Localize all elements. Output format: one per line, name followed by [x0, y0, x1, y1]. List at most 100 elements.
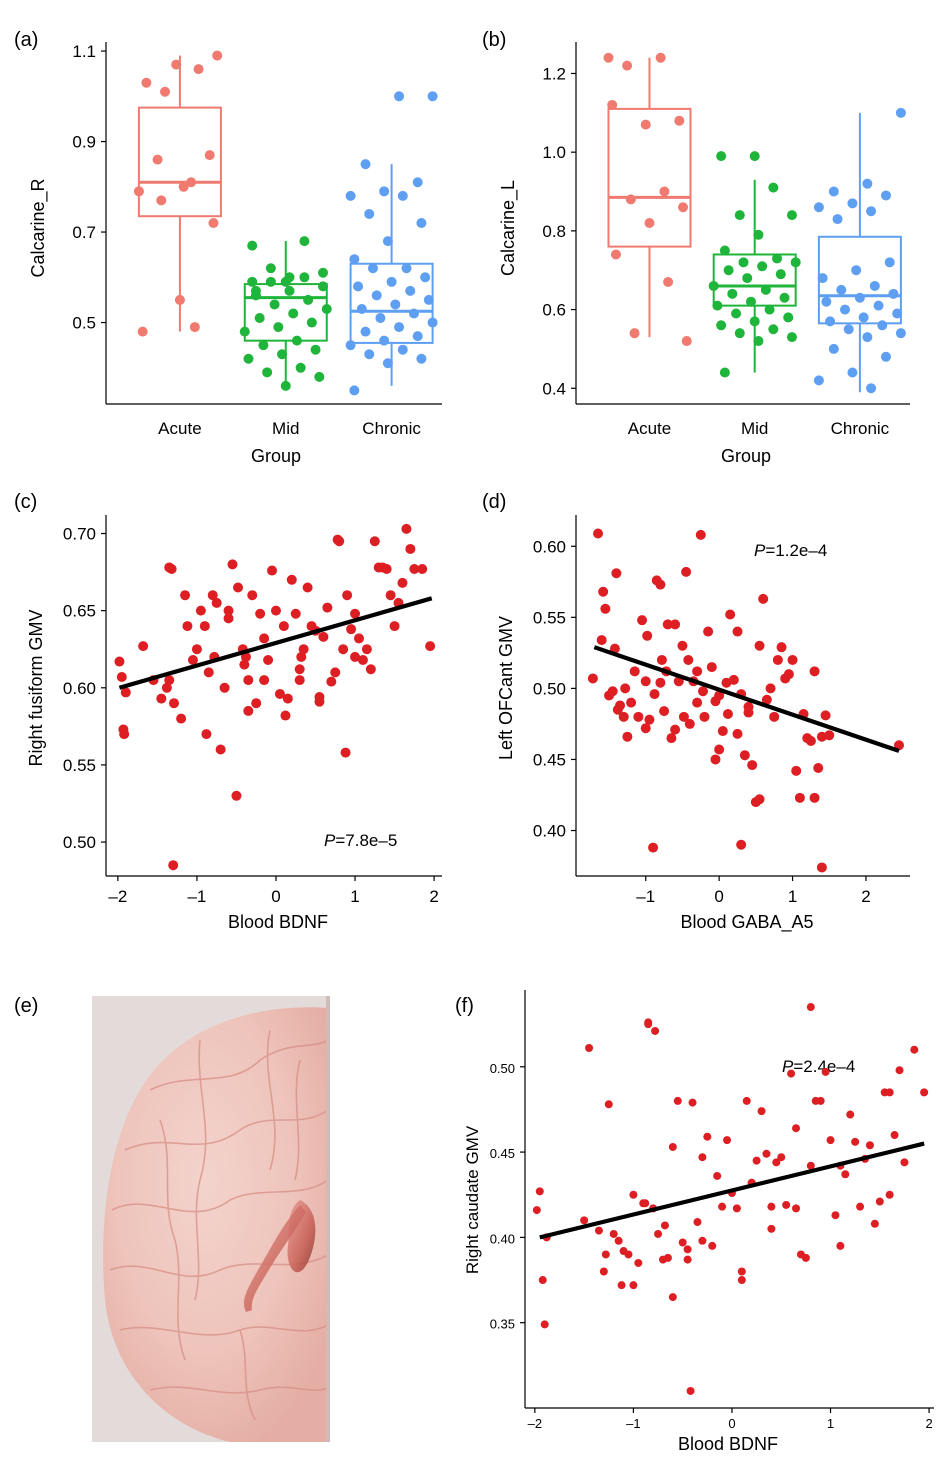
box-data-point — [397, 190, 408, 201]
scatter-point — [350, 651, 361, 662]
box-data-point — [303, 294, 314, 305]
scatter-point — [670, 724, 681, 735]
scatter-point — [611, 568, 622, 579]
scatter-point — [895, 1066, 904, 1075]
scatter-point — [692, 666, 703, 677]
regression-line — [539, 1141, 925, 1240]
scatter-point — [629, 666, 640, 677]
scatter-point — [259, 675, 270, 686]
y-tick-label: 1.2 — [542, 64, 566, 83]
x-tick-label: 0 — [714, 887, 723, 906]
box-data-point — [753, 336, 764, 347]
scatter-point — [713, 1171, 722, 1180]
box-data-point — [610, 249, 621, 260]
scatter-point — [350, 608, 361, 619]
box-data-point — [247, 276, 258, 287]
y-tick-label: 0.60 — [533, 537, 566, 556]
scatter-point — [624, 1250, 633, 1259]
scatter-point — [703, 626, 714, 637]
scatter-point — [732, 626, 743, 637]
box-data-point — [839, 304, 850, 315]
scatter-point — [806, 1003, 815, 1012]
y-axis-label: Right fusiform GMV — [26, 609, 46, 766]
x-tick-label: –2 — [528, 1416, 542, 1431]
y-tick-label: 0.8 — [542, 222, 566, 241]
scatter-point — [693, 1218, 702, 1227]
box-data-point — [716, 320, 727, 331]
scatter-point — [722, 708, 733, 719]
box-data-point — [862, 332, 873, 343]
scatter-point — [717, 726, 728, 737]
box-data-point — [716, 151, 727, 162]
y-tick-label: 0.35 — [490, 1317, 515, 1332]
y-axis-label: Right caudate GMV — [463, 1125, 482, 1274]
scatter-point — [227, 559, 238, 570]
scatter-point — [168, 860, 179, 871]
scatter-point — [187, 655, 198, 666]
scatter-point — [761, 694, 772, 705]
scatter-point — [728, 674, 739, 685]
scatter-point — [409, 563, 420, 574]
box-data-point — [772, 253, 783, 264]
y-axis-label: Calcarine_L — [498, 180, 519, 276]
scatter-point — [683, 1245, 692, 1254]
scatter-point — [813, 762, 824, 773]
scatter-point — [156, 693, 167, 704]
y-tick-label: 0.55 — [533, 608, 566, 627]
scatter-point — [182, 621, 193, 632]
y-tick-label: 1.1 — [72, 42, 96, 61]
scatter-point — [119, 729, 130, 740]
y-tick-label: 0.50 — [63, 833, 96, 852]
box-data-point — [371, 290, 382, 301]
scatter-point — [737, 1276, 746, 1285]
scatter-point — [223, 605, 234, 616]
y-tick-label: 0.6 — [542, 301, 566, 320]
scatter-point — [765, 683, 776, 694]
scatter-point — [215, 744, 226, 755]
box-data-point — [734, 210, 745, 221]
scatter-point — [401, 523, 412, 534]
scatter-point — [644, 714, 655, 725]
box-data-point — [828, 186, 839, 197]
scatter-point — [723, 1136, 732, 1145]
scatter-point — [330, 667, 341, 678]
scatter-point — [758, 593, 769, 604]
box-data-point — [412, 331, 423, 342]
scatter-point — [851, 1137, 860, 1146]
scatter-point — [732, 728, 743, 739]
box-data-point — [847, 367, 858, 378]
scatter-point — [893, 740, 904, 751]
scatter-point — [598, 586, 609, 597]
scatter-point — [223, 613, 234, 624]
scatter-point — [754, 640, 765, 651]
brain-render-icon — [92, 996, 330, 1442]
scatter-point — [633, 711, 644, 722]
y-tick-label: 0.50 — [533, 679, 566, 698]
scatter-point — [334, 536, 345, 547]
scatter-point — [698, 1236, 707, 1245]
scatter-point — [920, 1088, 929, 1097]
box-data-point — [204, 150, 215, 161]
scatter-point — [695, 529, 706, 540]
box-data-point — [892, 308, 903, 319]
box-data-point — [757, 261, 768, 272]
scatter-point — [743, 701, 754, 712]
box-data-point — [262, 367, 273, 378]
box-data-point — [851, 265, 862, 276]
scatter-point — [233, 582, 244, 593]
x-tick-label: –1 — [626, 1416, 640, 1431]
scatter-point — [697, 686, 708, 697]
x-axis-label: Blood BDNF — [228, 912, 328, 932]
box-data-point — [821, 296, 832, 307]
box-data-point — [866, 206, 877, 217]
box-data-point — [832, 214, 843, 225]
box-data-point — [783, 312, 794, 323]
scatter-point — [357, 655, 368, 666]
y-tick-label: 0.50 — [490, 1061, 515, 1076]
scatter-point — [754, 794, 765, 805]
scatter-point — [219, 682, 230, 693]
scatter-point — [787, 1069, 796, 1078]
x-tick-label: 0 — [728, 1416, 735, 1431]
scatter-point — [816, 1096, 825, 1105]
scatter-point — [346, 624, 357, 635]
